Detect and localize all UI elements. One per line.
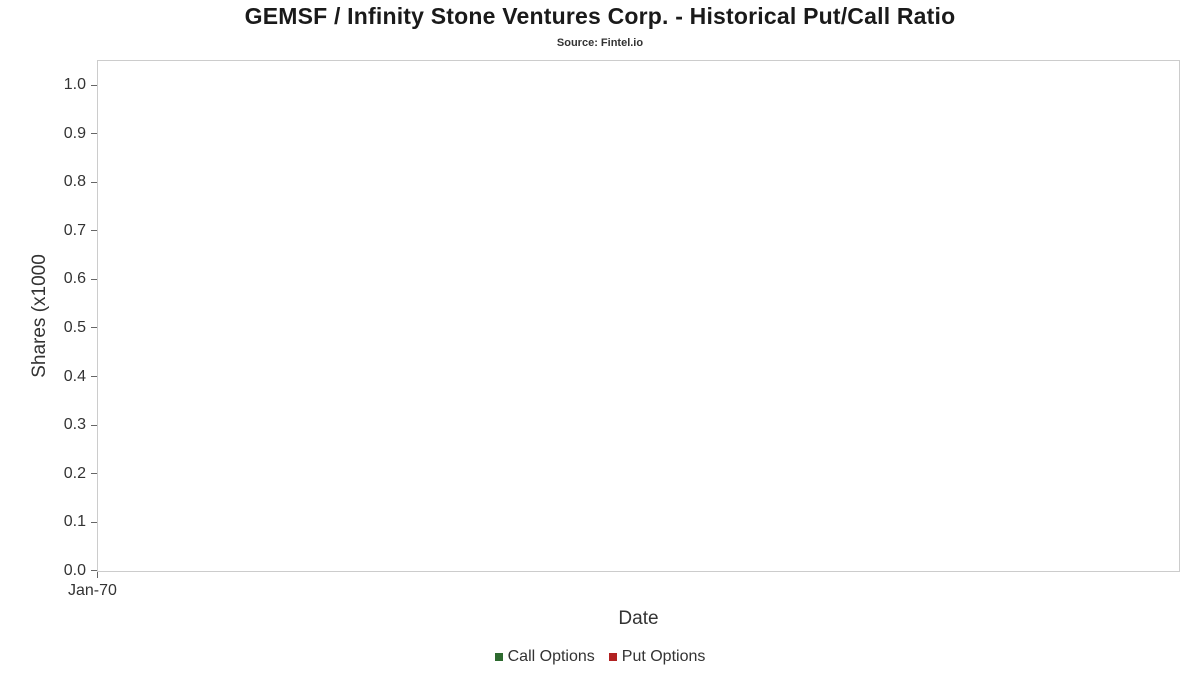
y-tick-label: 0.6 bbox=[63, 270, 86, 288]
y-tick-mark bbox=[91, 84, 97, 86]
x-tick-mark bbox=[97, 572, 98, 578]
y-tick: 0.5 bbox=[0, 318, 97, 338]
y-tick: 0.6 bbox=[0, 269, 97, 289]
plot-area bbox=[97, 60, 1180, 572]
y-tick-label: 0.4 bbox=[63, 367, 86, 385]
y-tick-mark bbox=[91, 278, 97, 280]
y-tick-mark bbox=[91, 376, 97, 378]
y-tick-label: 0.8 bbox=[63, 173, 86, 191]
y-tick-mark bbox=[91, 521, 97, 523]
y-tick-mark bbox=[91, 570, 97, 572]
legend-item-call-options: Call Options bbox=[494, 648, 595, 666]
y-tick-label: 0.3 bbox=[63, 416, 86, 434]
legend-item-put-options: Put Options bbox=[608, 648, 706, 666]
y-tick: 0.8 bbox=[0, 172, 97, 192]
y-tick-label: 0.9 bbox=[63, 124, 86, 142]
y-tick: 0.7 bbox=[0, 221, 97, 241]
chart-legend: Call Options Put Options bbox=[0, 648, 1200, 666]
y-tick-label: 0.0 bbox=[63, 561, 86, 579]
y-axis-ticks: 1.0 0.9 0.8 0.7 0.6 0.5 0.4 0.3 bbox=[0, 75, 97, 581]
y-tick: 0.2 bbox=[0, 464, 97, 484]
call-options-swatch-icon bbox=[494, 653, 503, 661]
x-axis-label: Date bbox=[618, 608, 659, 629]
y-tick-label: 0.5 bbox=[63, 318, 86, 336]
chart-title: GEMSF / Infinity Stone Ventures Corp. - … bbox=[244, 3, 956, 29]
y-tick-mark bbox=[91, 181, 97, 183]
legend-label-put-options: Put Options bbox=[621, 648, 706, 665]
y-tick: 0.0 bbox=[0, 561, 97, 581]
put-options-swatch-icon bbox=[608, 653, 617, 661]
legend-label-call-options: Call Options bbox=[507, 648, 595, 665]
y-tick-label: 0.2 bbox=[63, 464, 86, 482]
y-tick-mark bbox=[91, 133, 97, 135]
x-tick-label: Jan-70 bbox=[68, 582, 117, 599]
y-tick-mark bbox=[91, 327, 97, 329]
y-tick-mark bbox=[91, 230, 97, 232]
y-tick: 0.3 bbox=[0, 415, 97, 435]
y-tick-mark bbox=[91, 473, 97, 475]
y-tick: 0.4 bbox=[0, 367, 97, 387]
y-tick-mark bbox=[91, 424, 97, 426]
y-tick: 0.1 bbox=[0, 512, 97, 532]
y-tick-label: 1.0 bbox=[63, 76, 86, 93]
y-tick-label: 0.1 bbox=[63, 513, 86, 531]
y-tick: 1.0 bbox=[0, 75, 97, 95]
y-tick-label: 0.7 bbox=[63, 221, 86, 239]
chart-subtitle: Source: Fintel.io bbox=[556, 37, 644, 49]
y-tick: 0.9 bbox=[0, 124, 97, 144]
